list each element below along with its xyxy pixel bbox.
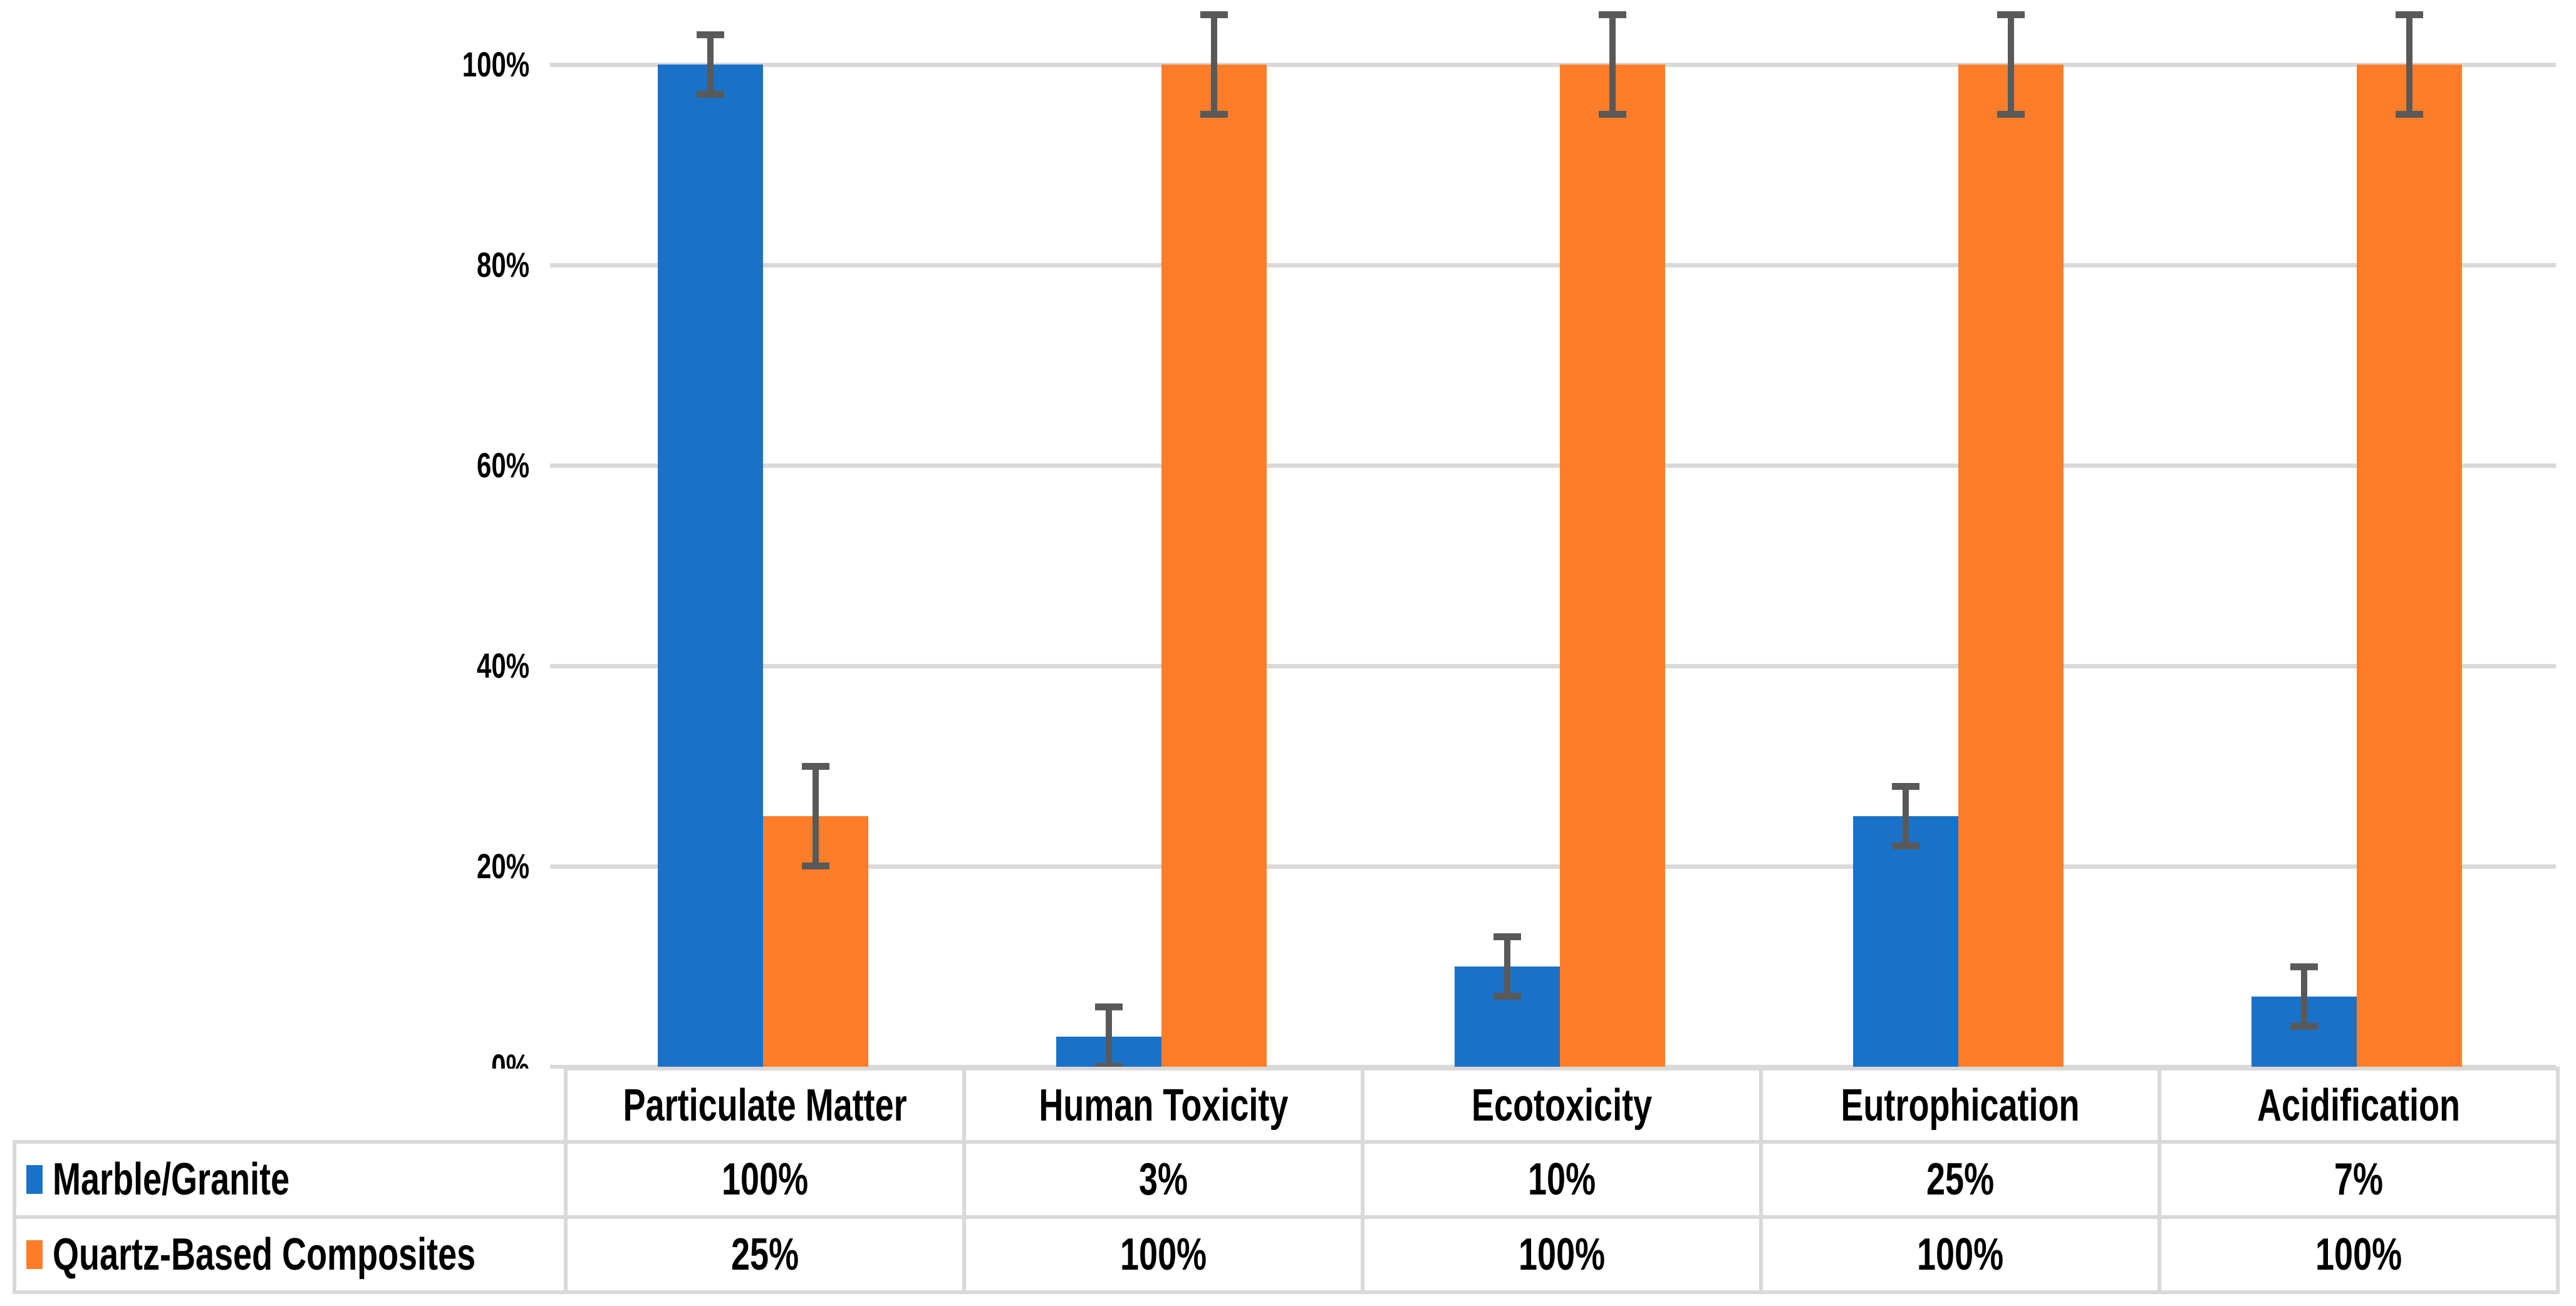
value-cell: 7% xyxy=(2158,1140,2560,1219)
legend-cell: Marble/Granite xyxy=(13,1140,568,1219)
legend-series-name: Quartz-Based Composites xyxy=(53,1230,476,1280)
y-axis-tick-label: 20% xyxy=(459,841,529,891)
value-label: 100% xyxy=(721,1154,809,1205)
error-bar xyxy=(1106,1007,1112,1067)
bar-series2-3 xyxy=(1560,65,1665,1067)
value-label: 25% xyxy=(730,1230,799,1280)
y-axis-tick-text: 60% xyxy=(476,445,529,485)
category-label: Human Toxicity xyxy=(1038,1080,1289,1131)
legend-entry: Marble/Granite xyxy=(16,1154,564,1205)
category-header-cell: Human Toxicity xyxy=(962,1067,1364,1144)
error-bar-cap-top xyxy=(1200,11,1228,18)
error-bar-cap-bottom xyxy=(697,91,724,98)
error-bar xyxy=(1609,14,1616,115)
bar-series1-1 xyxy=(658,65,763,1067)
value-cell: 100% xyxy=(962,1215,1364,1294)
legend-entry: Quartz-Based Composites xyxy=(16,1229,564,1280)
y-axis-tick-text: 80% xyxy=(476,245,529,284)
y-axis-tick-text: 100% xyxy=(462,44,529,84)
error-bar xyxy=(1903,786,1909,846)
y-axis-tick-text: 20% xyxy=(476,846,529,886)
error-bar-cap-bottom xyxy=(1095,1063,1123,1070)
gridline-0% xyxy=(550,1065,2556,1069)
table-corner-empty-cell xyxy=(14,1069,566,1142)
error-bar-cap-top xyxy=(2290,963,2318,970)
value-cell: 3% xyxy=(962,1140,1364,1219)
value-label: 25% xyxy=(1926,1154,1995,1205)
plot-area: 0% 20% 40% 60% 80% 100% xyxy=(440,11,2556,1086)
category-label: Acidification xyxy=(2257,1080,2461,1131)
error-bar xyxy=(707,34,714,95)
error-bar-cap-top xyxy=(802,763,829,770)
legend-cell: Quartz-Based Composites xyxy=(13,1215,568,1294)
error-bar-cap-bottom xyxy=(1892,842,1919,849)
data-table: Particulate Matter Human Toxicity Ecotoxic… xyxy=(13,1067,2560,1294)
gridline-20% xyxy=(550,864,2556,869)
value-cell: 100% xyxy=(1759,1215,2161,1294)
value-label: 100% xyxy=(2315,1230,2402,1280)
value-cell: 100% xyxy=(564,1140,966,1219)
value-label: 100% xyxy=(1916,1230,2004,1280)
bar-series2-2 xyxy=(1161,65,1267,1067)
value-label: 7% xyxy=(2334,1154,2384,1205)
error-bar xyxy=(1504,936,1510,997)
error-bar-cap-top xyxy=(1997,11,2025,18)
error-bar xyxy=(2301,967,2307,1027)
error-bar-cap-bottom xyxy=(802,863,829,869)
error-bar-cap-top xyxy=(2396,11,2423,18)
value-label: 100% xyxy=(1518,1230,1606,1280)
error-bar xyxy=(813,766,819,866)
value-label: 100% xyxy=(1119,1230,1207,1280)
y-axis-tick-label: 60% xyxy=(459,440,529,490)
category-label: Eutrophication xyxy=(1841,1080,2080,1131)
legend-swatch-icon xyxy=(26,1240,43,1269)
value-label: 3% xyxy=(1138,1154,1188,1205)
gridline-40% xyxy=(550,664,2556,668)
value-cell: 100% xyxy=(2158,1215,2560,1294)
category-header-cell: Acidification xyxy=(2158,1067,2560,1144)
legend-series-name: Marble/Granite xyxy=(53,1154,290,1205)
bar-series2-4 xyxy=(1958,65,2064,1067)
category-label: Ecotoxicity xyxy=(1471,1080,1653,1131)
error-bar xyxy=(1211,14,1217,115)
legend-swatch-icon xyxy=(26,1165,43,1194)
gridline-100% xyxy=(550,63,2556,67)
category-header-cell: Ecotoxicity xyxy=(1361,1067,1763,1144)
error-bar-cap-bottom xyxy=(2396,111,2423,118)
error-bar-cap-top xyxy=(697,31,724,38)
y-axis-tick-label: 40% xyxy=(459,641,529,691)
value-cell: 10% xyxy=(1361,1140,1763,1219)
category-label: Particulate Matter xyxy=(623,1080,907,1131)
category-header-cell: Eutrophication xyxy=(1759,1067,2161,1144)
bar-series2-5 xyxy=(2357,65,2462,1067)
error-bar xyxy=(2406,14,2412,115)
value-cell: 25% xyxy=(564,1215,966,1294)
error-bar-cap-bottom xyxy=(2290,1023,2318,1030)
y-axis-tick-label: 80% xyxy=(459,240,529,290)
error-bar-cap-top xyxy=(1599,11,1626,18)
bar-series1-4 xyxy=(1853,816,1958,1067)
y-axis-tick-text: 40% xyxy=(476,646,529,685)
category-header-cell: Particulate Matter xyxy=(564,1067,966,1144)
series-row-2: Quartz-Based Composites 25% 100% 100% 100% 10… xyxy=(13,1215,2560,1294)
error-bar-cap-top xyxy=(1892,783,1919,790)
value-label: 10% xyxy=(1527,1154,1596,1205)
value-cell: 25% xyxy=(1759,1140,2161,1219)
error-bar-cap-bottom xyxy=(1493,993,1521,1000)
error-bar-cap-bottom xyxy=(1200,111,1228,118)
error-bar-cap-top xyxy=(1493,933,1521,940)
category-header-row: Particulate Matter Human Toxicity Ecotoxic… xyxy=(14,1067,2560,1144)
error-bar-cap-top xyxy=(1095,1003,1123,1010)
gridline-60% xyxy=(550,464,2556,468)
y-axis-tick-label: 100% xyxy=(440,39,529,90)
error-bar-cap-bottom xyxy=(1599,111,1626,118)
error-bar-cap-bottom xyxy=(1997,111,2025,118)
value-cell: 100% xyxy=(1361,1215,1763,1294)
series-row-1: Marble/Granite 100% 3% 10% 25% 7% xyxy=(13,1140,2560,1219)
gridline-80% xyxy=(550,263,2556,267)
error-bar xyxy=(2008,14,2014,115)
